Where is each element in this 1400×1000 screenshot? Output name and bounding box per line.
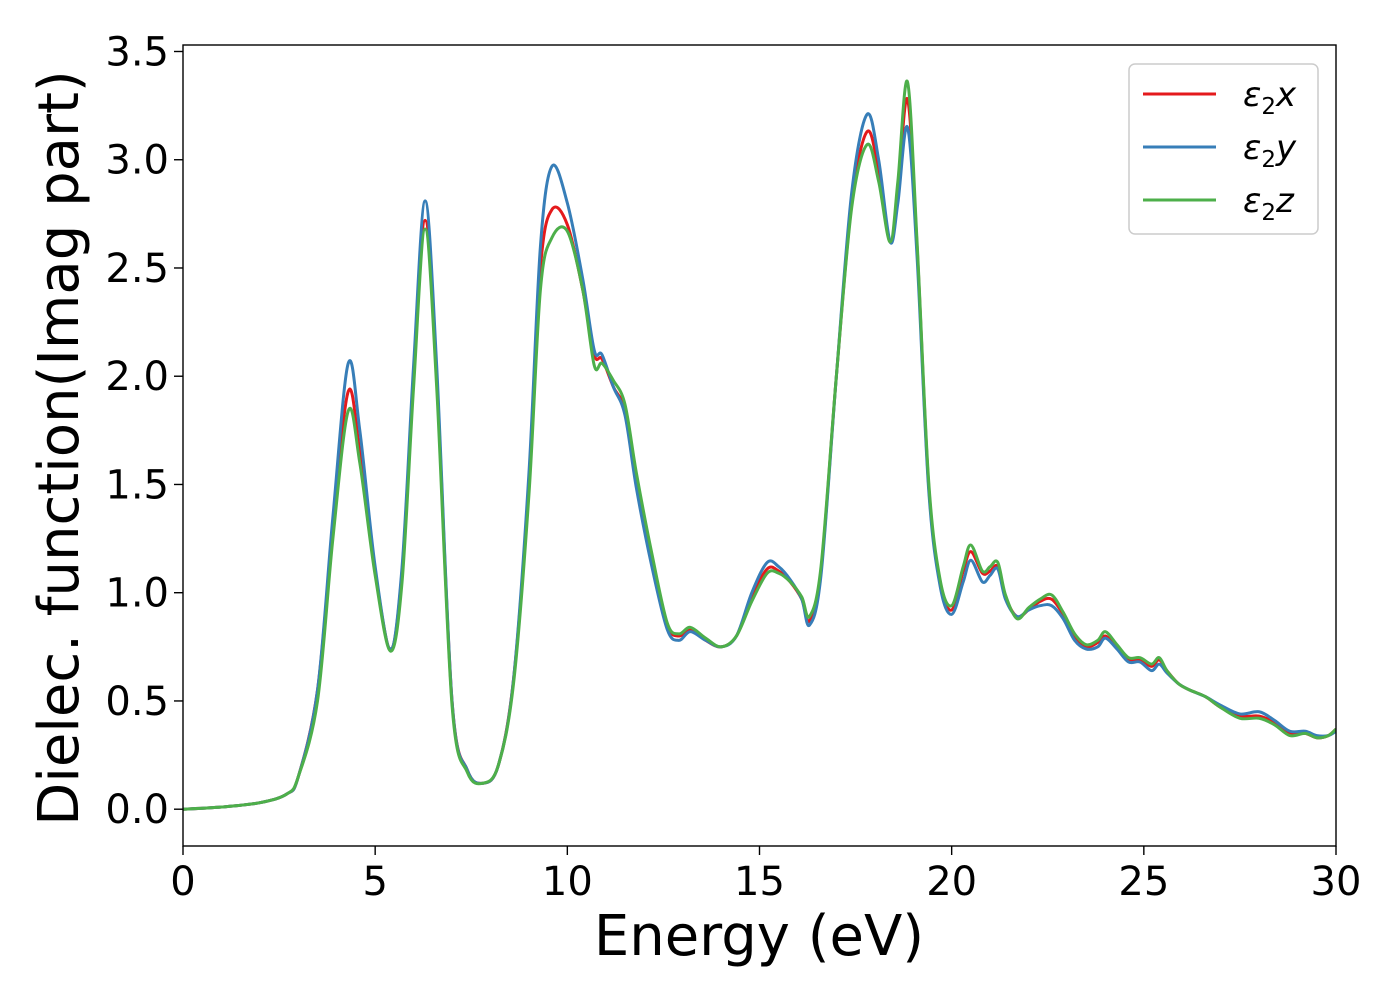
x-axis-title: Energy (eV) <box>594 904 924 969</box>
legend-component: y <box>1275 128 1297 168</box>
y-tick-label: 2.5 <box>105 246 169 292</box>
legend-symbol: ε <box>1243 128 1261 168</box>
legend-symbol: ε <box>1243 75 1261 115</box>
legend-subscript: 2 <box>1261 200 1276 226</box>
legend-component: z <box>1275 181 1295 221</box>
y-axis-title: Dielec. function(Imag part) <box>27 70 92 826</box>
y-tick-label: 2.0 <box>105 354 169 400</box>
legend-label: ε2y <box>1243 128 1297 173</box>
y-tick-label: 1.0 <box>105 571 169 617</box>
legend-label: ε2z <box>1243 181 1295 226</box>
y-tick-label: 0.0 <box>105 787 169 833</box>
series-line-z <box>183 79 1336 811</box>
legend-subscript: 2 <box>1261 94 1276 120</box>
series-layer <box>183 79 1336 811</box>
x-tick-label: 30 <box>1311 859 1362 905</box>
x-tick-label: 15 <box>734 859 785 905</box>
x-tick-label: 10 <box>542 859 593 905</box>
x-axis-ticks: 0 5 10 15 20 25 30 <box>170 846 1361 905</box>
legend-frame <box>1128 63 1319 235</box>
x-tick-label: 25 <box>1118 859 1169 905</box>
y-axis-ticks: 0.0 0.5 1.0 1.5 2.0 2.5 3.0 3.5 <box>105 29 183 833</box>
x-tick-label: 5 <box>362 859 387 905</box>
y-tick-label: 3.5 <box>105 29 169 75</box>
legend-label: ε2x <box>1243 75 1297 120</box>
x-tick-label: 0 <box>170 859 195 905</box>
x-tick-label: 20 <box>926 859 977 905</box>
y-tick-label: 1.5 <box>105 462 169 508</box>
y-tick-label: 0.5 <box>105 679 169 725</box>
legend-subscript: 2 <box>1261 147 1276 173</box>
y-tick-label: 3.0 <box>105 138 169 184</box>
legend-symbol: ε <box>1243 181 1261 221</box>
legend-component: x <box>1275 75 1297 115</box>
